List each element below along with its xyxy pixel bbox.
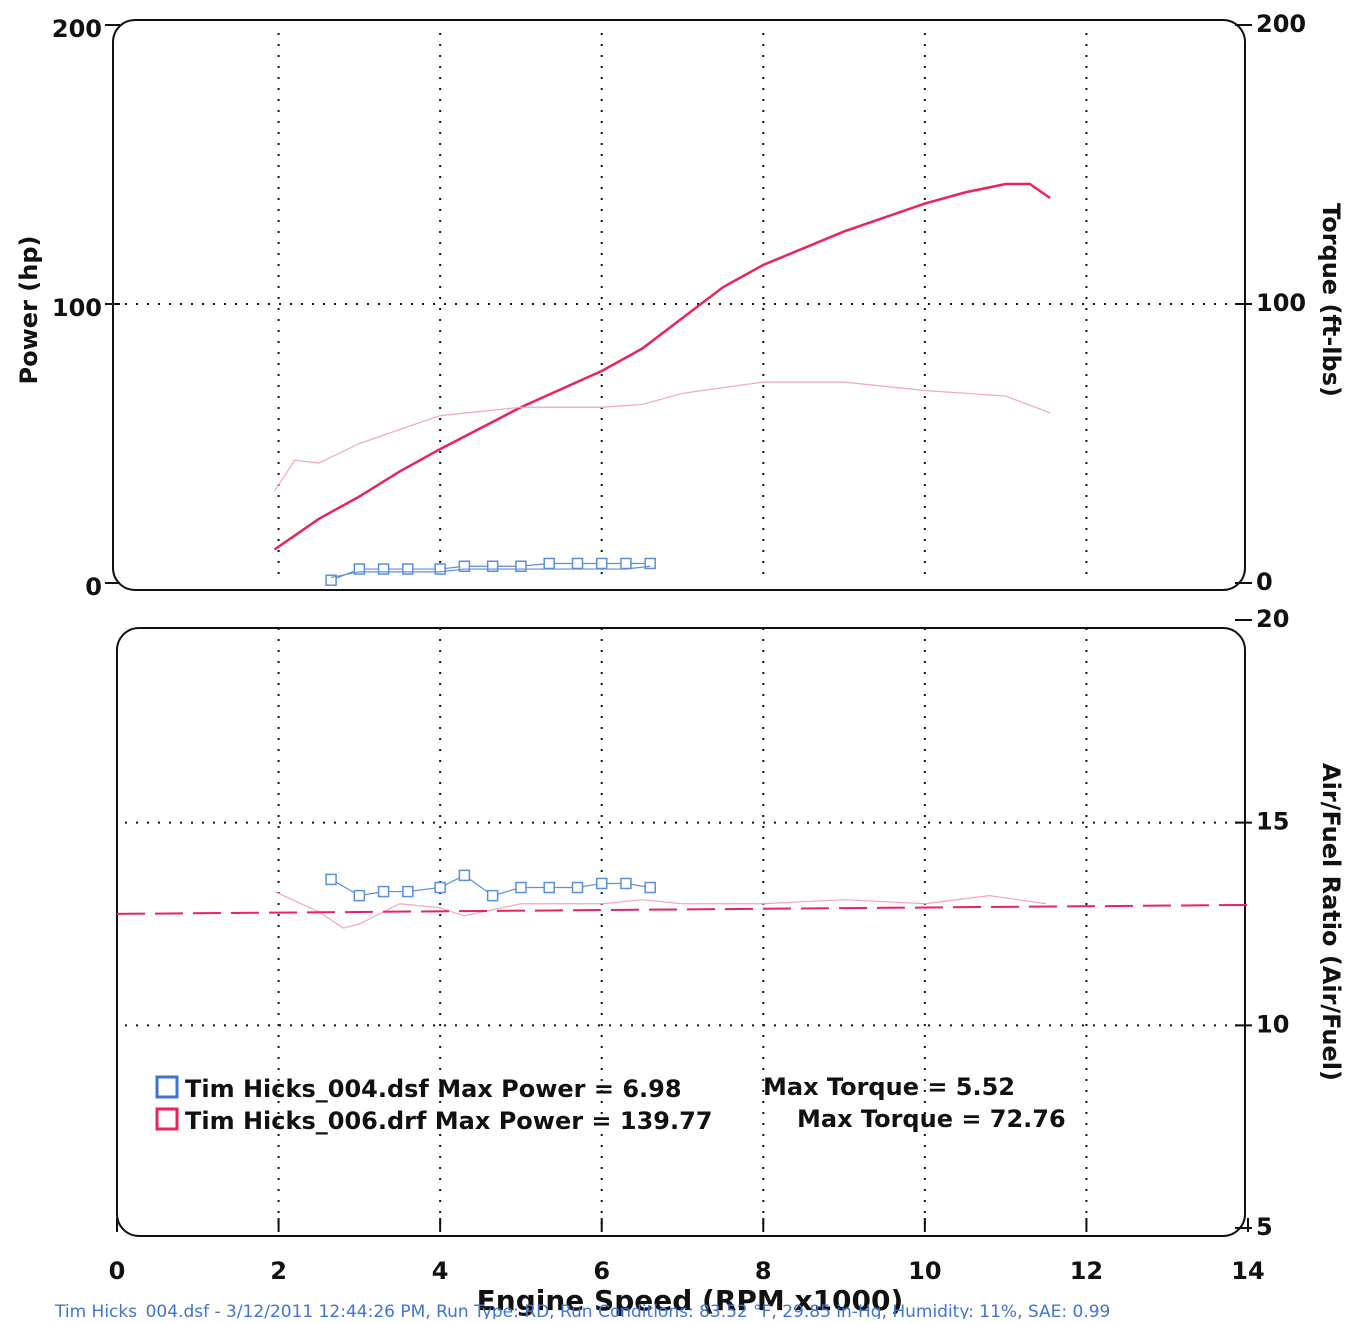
- marker: [402, 885, 414, 898]
- marker: [486, 560, 499, 573]
- marker: [595, 877, 608, 890]
- series-line: [274, 381, 1051, 492]
- marker: [402, 563, 414, 575]
- legend-swatch: [155, 1075, 179, 1099]
- marker: [595, 557, 608, 570]
- x-tick-label: 0: [109, 1257, 126, 1285]
- legend-label: Tim Hicks_004.dsf Max Power = 6.98: [185, 1075, 682, 1103]
- x-tick-label: 4: [432, 1257, 449, 1285]
- y2-axis-title: Torque (ft-lbs): [1317, 203, 1345, 397]
- marker: [515, 881, 527, 894]
- y2-axis-title: Air/Fuel Ratio (Air/Fuel): [1317, 763, 1345, 1081]
- legend-torque: Max Torque = 5.52: [763, 1073, 1015, 1101]
- marker: [325, 574, 337, 586]
- marker: [434, 563, 446, 575]
- x-tick-label: 14: [1231, 1257, 1264, 1285]
- marker: [353, 889, 366, 902]
- marker: [515, 560, 527, 573]
- y-axis-title: Power (hp): [15, 236, 43, 385]
- marker: [377, 885, 390, 898]
- marker: [325, 873, 337, 886]
- y2-tick-label: 100: [1256, 289, 1306, 317]
- y2-tick-label: 20: [1256, 605, 1289, 633]
- y-tick-label: 200: [52, 15, 102, 43]
- x-tick-label: 2: [270, 1257, 287, 1285]
- marker: [543, 881, 555, 894]
- marker: [434, 881, 446, 894]
- series-line: [273, 182, 1051, 551]
- series-line: [274, 891, 1047, 929]
- marker: [543, 557, 555, 570]
- x-tick-label: 6: [593, 1257, 610, 1285]
- marker: [620, 557, 632, 570]
- y2-tick-label: 10: [1256, 1010, 1289, 1038]
- y2-tick-label: 15: [1256, 808, 1289, 836]
- y2-tick-label: 200: [1256, 10, 1306, 38]
- marker: [486, 889, 499, 902]
- y-tick-label: 0: [85, 573, 102, 601]
- marker: [644, 557, 656, 570]
- marker: [620, 877, 632, 890]
- x-tick-label: 12: [1070, 1257, 1103, 1285]
- legend-torque: Max Torque = 72.76: [797, 1105, 1066, 1133]
- marker: [353, 563, 366, 575]
- bottom-panel: [116, 627, 1246, 1237]
- marker: [377, 563, 390, 575]
- marker: [458, 560, 471, 573]
- legend-swatch: [155, 1107, 179, 1131]
- footer: Tim Hicks_004.dsf - 3/12/2011 12:44:26 P…: [54, 1302, 1110, 1319]
- top-panel: [112, 19, 1246, 591]
- x-tick-label: 10: [908, 1257, 941, 1285]
- marker: [571, 881, 584, 894]
- x-axis-title: Engine Speed (RPM x1000): [477, 1284, 904, 1317]
- series-line: [330, 565, 651, 579]
- marker: [458, 869, 471, 882]
- x-tick-label: 8: [755, 1257, 772, 1285]
- marker: [644, 881, 656, 894]
- y2-tick-label: 5: [1256, 1213, 1273, 1241]
- y2-tick-label: 0: [1256, 568, 1273, 596]
- y-tick-label: 100: [52, 294, 102, 322]
- legend-label: Tim Hicks_006.drf Max Power = 139.77: [185, 1107, 712, 1135]
- marker: [571, 557, 584, 570]
- series-line: [116, 903, 1249, 915]
